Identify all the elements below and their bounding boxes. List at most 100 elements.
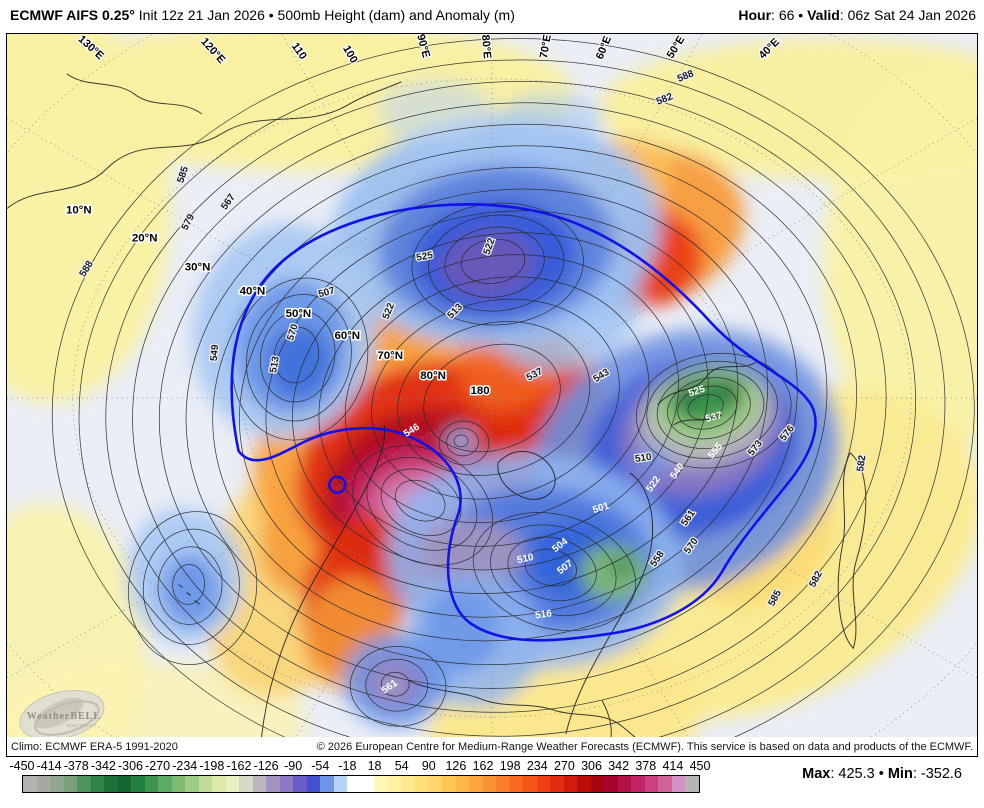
colorbar-swatch (320, 776, 334, 792)
contour-label: 516 (535, 608, 553, 621)
stats-bullet: • (874, 766, 888, 782)
colorbar-swatch (658, 776, 672, 792)
contour-label: 513 (268, 355, 282, 374)
colorbar-swatch (104, 776, 118, 792)
longitude-label: 80°E (479, 34, 493, 59)
colorbar-tick-label: -234 (172, 759, 198, 773)
max-label: Max (802, 766, 831, 782)
contour-label: 525 (687, 384, 707, 400)
hour-label: Hour (738, 7, 772, 23)
colorbar-swatch (360, 776, 375, 792)
attribution-bar: Climo: ECMWF ERA-5 1991-2020 © 2026 Euro… (7, 737, 977, 756)
colorbar-tick-label: -18 (338, 759, 357, 773)
colorbar-swatch (577, 776, 591, 792)
highlight-contour-540 (230, 203, 817, 642)
colorbar-swatch (144, 776, 159, 792)
colorbar-swatches (22, 775, 700, 793)
colorbar-swatch (428, 776, 442, 792)
colorbar-swatch (563, 776, 578, 792)
colorbar-swatch (266, 776, 280, 792)
latitude-label: 50°N (286, 308, 312, 320)
colorbar-swatch (536, 776, 551, 792)
colorbar-tick-label: 54 (394, 759, 409, 773)
min-label: Min (887, 766, 913, 782)
colorbar-tick-label: 270 (553, 759, 575, 773)
colorbar-swatch (671, 776, 686, 792)
colorbar-tick-label: 342 (608, 759, 630, 773)
colorbar-swatch (604, 776, 618, 792)
climo-text: Climo: ECMWF ERA-5 1991-2020 (11, 740, 178, 753)
page-title: ECMWF AIFS 0.25° Init 12z 21 Jan 2026 • … (10, 7, 515, 23)
valid-sep: : (839, 7, 848, 23)
colorbar-swatch (279, 776, 294, 792)
colorbar-tick-label: 18 (367, 759, 382, 773)
hour-value: 66 (778, 7, 795, 23)
colorbar-swatch (90, 776, 105, 792)
colorbar-tick-labels: -450 -414 -378 -342 -306 -270 -234 -198 -162 -126… (9, 759, 710, 774)
min-sep: : (912, 766, 921, 782)
height-contours (51, 38, 975, 756)
colorbar: -450 -414 -378 -342 -306 -270 -234 -198 -162 -126… (9, 759, 710, 793)
colorbar-swatch (550, 776, 564, 792)
min-value: -352.6 (920, 766, 962, 782)
valid-time-header: Hour: 66 • Valid: 06z Sat 24 Jan 2026 (738, 7, 976, 23)
max-sep: : (830, 766, 839, 782)
latitude-label: 20°N (132, 232, 158, 244)
max-value: 425.3 (838, 766, 875, 782)
colorbar-swatch (387, 776, 402, 792)
colorbar-swatch (117, 776, 132, 792)
colorbar-tick-label: 234 (526, 759, 548, 773)
max-min-readout: Max: 425.3 • Min: -352.6 (802, 766, 962, 782)
contour-label: 501 (591, 500, 611, 516)
colorbar-tick-label: -126 (253, 759, 279, 773)
latitude-label: 80°N (420, 370, 446, 382)
colorbar-swatch (23, 776, 37, 792)
colorbar-tick-label: 162 (472, 759, 494, 773)
product-title: Init 12z 21 Jan 2026 • 500mb Height (dam… (134, 7, 515, 23)
colorbar-tick-label: -90 (284, 759, 303, 773)
latitude-label: 180 (470, 385, 489, 397)
colorbar-swatch (131, 776, 145, 792)
latitude-label: 60°N (334, 330, 360, 342)
colorbar-tick-label: -198 (199, 759, 225, 773)
colorbar-tick-label: 198 (499, 759, 521, 773)
colorbar-swatch (171, 776, 186, 792)
colorbar-tick-label: -342 (90, 759, 116, 773)
colorbar-swatch (36, 776, 51, 792)
colorbar-swatch (185, 776, 199, 792)
colorbar-tick-label: 126 (445, 759, 467, 773)
colorbar-swatch (198, 776, 213, 792)
colorbar-swatch (414, 776, 429, 792)
valid-label: Valid (807, 7, 840, 23)
colorbar-tick-label: 90 (421, 759, 436, 773)
colorbar-swatch (158, 776, 172, 792)
contour-label: 549 (209, 344, 221, 362)
valid-value: 06z Sat 24 Jan 2026 (847, 7, 976, 23)
colorbar-swatch (347, 776, 361, 792)
contour-label: 525 (416, 250, 435, 264)
latitude-label: 10°N (66, 205, 92, 217)
colorbar-tick-label: -450 (9, 759, 35, 773)
colorbar-tick-label: 450 (689, 759, 711, 773)
contour-label: 510 (634, 452, 652, 465)
colorbar-swatch (293, 776, 307, 792)
colorbar-tick-label: -378 (63, 759, 89, 773)
colorbar-swatch (212, 776, 226, 792)
contour-label: 510 (516, 552, 535, 566)
colorbar-swatch (496, 776, 510, 792)
colorbar-swatch (374, 776, 388, 792)
latitude-labels: 10°N 20°N 30°N 40°N 50°N 60°N 70°N 80°N 180 (65, 203, 492, 398)
colorbar-swatch (482, 776, 497, 792)
colorbar-swatch (306, 776, 321, 792)
colorbar-swatch (225, 776, 240, 792)
colorbar-swatch (77, 776, 91, 792)
colorbar-swatch (401, 776, 415, 792)
colorbar-swatch (333, 776, 348, 792)
colorbar-swatch (644, 776, 659, 792)
latitude-label: 30°N (185, 261, 211, 273)
copyright-text: © 2026 European Centre for Medium-Range … (316, 740, 973, 753)
contour-label: 582 (855, 454, 868, 472)
